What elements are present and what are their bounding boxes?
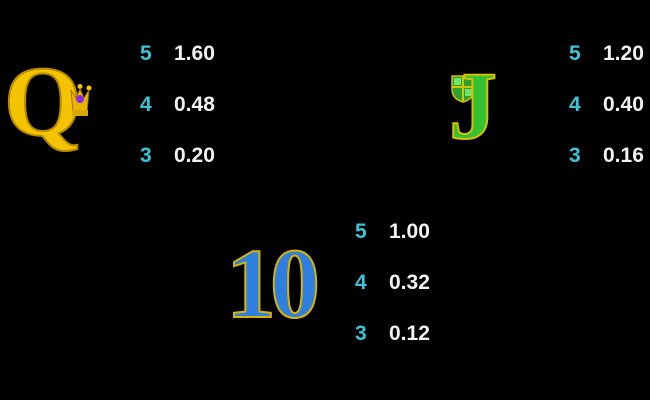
pay-count: 5 <box>355 220 367 243</box>
pay-count: 5 <box>569 42 581 65</box>
symbol-j-letter: J <box>448 52 498 159</box>
shield-icon <box>451 75 475 103</box>
crown-icon <box>68 84 92 116</box>
pay-value: 0.40 <box>603 93 644 116</box>
pay-count: 4 <box>569 93 581 116</box>
symbol-10-label: 10 <box>225 228 321 339</box>
pay-value: 0.48 <box>174 93 215 116</box>
symbol-q-letter: Q <box>3 46 83 157</box>
pay-count: 4 <box>355 271 367 294</box>
pay-value: 0.20 <box>174 144 215 167</box>
symbol-q: Q <box>3 51 83 153</box>
pay-value: 0.12 <box>389 322 430 345</box>
symbol-j: J <box>448 57 498 155</box>
pay-count: 5 <box>140 42 152 65</box>
pay-value: 0.16 <box>603 144 644 167</box>
pay-value: 1.60 <box>174 42 215 65</box>
pay-count: 3 <box>355 322 367 345</box>
pay-count: 3 <box>569 144 581 167</box>
pay-value: 1.20 <box>603 42 644 65</box>
pay-count: 4 <box>140 93 152 116</box>
symbol-10: 10 <box>225 233 321 335</box>
pay-count: 3 <box>140 144 152 167</box>
pay-value: 0.32 <box>389 271 430 294</box>
pay-value: 1.00 <box>389 220 430 243</box>
